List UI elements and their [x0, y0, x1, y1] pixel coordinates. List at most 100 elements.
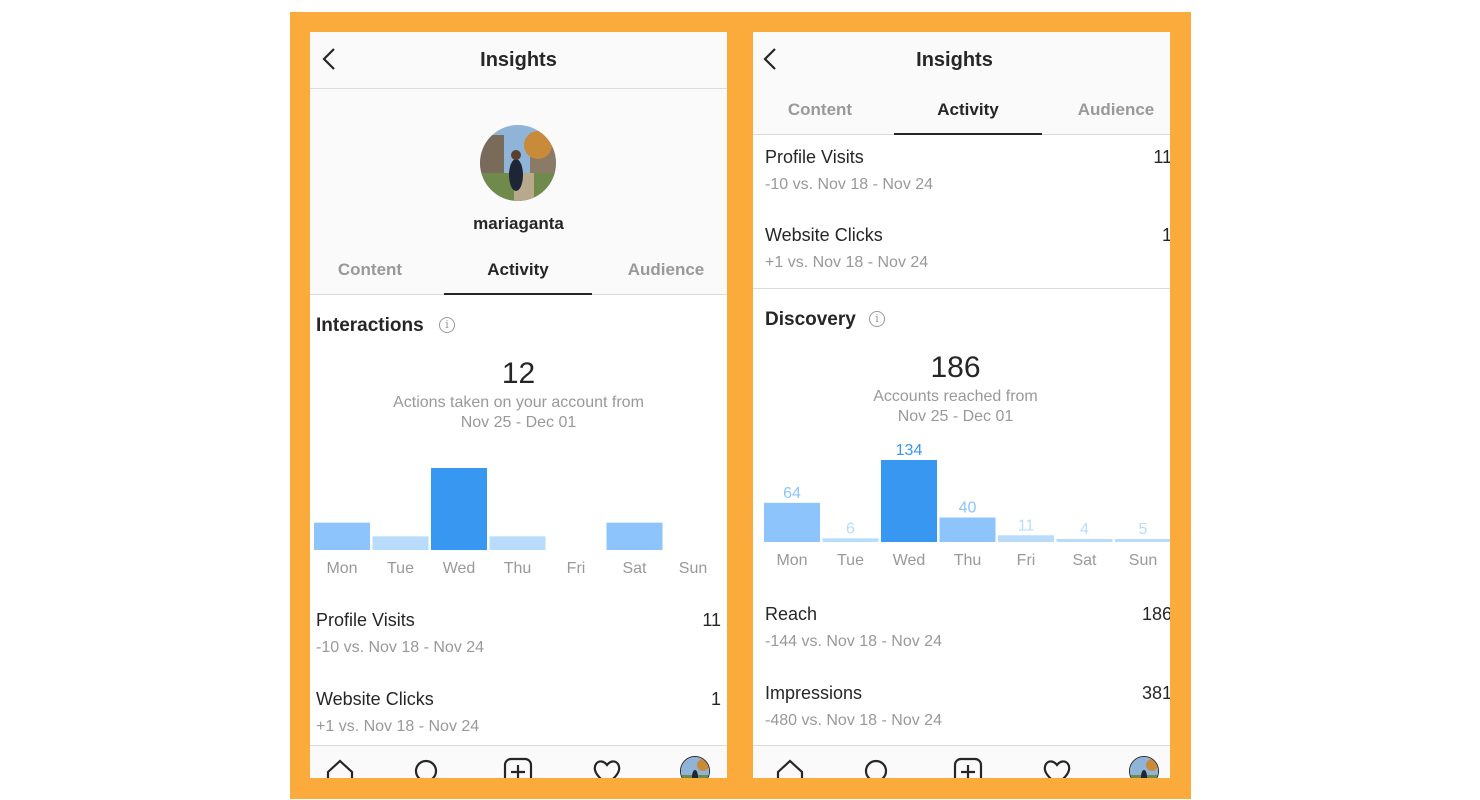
tab-activity[interactable]: Activity: [444, 248, 592, 295]
stat-value: 1: [1161, 225, 1170, 245]
value-label-fri: 11: [1018, 517, 1035, 534]
bar-fri: [998, 535, 1054, 542]
stat-sub: -480 vs. Nov 18 - Nov 24: [765, 712, 942, 729]
tick-label-mon: Mon: [776, 552, 807, 569]
bar-sun: [1115, 538, 1170, 542]
value-label-sun: 5: [1139, 521, 1148, 538]
stat-row-profile-visits: Profile Visits 11 -10 vs. Nov 18 - Nov 2…: [316, 610, 721, 670]
stat-label: Website Clicks: [316, 689, 434, 709]
avatar[interactable]: [480, 125, 556, 201]
interactions-total: 12: [501, 357, 536, 390]
stat-sub: +1 vs. Nov 18 - Nov 24: [316, 718, 480, 735]
stat-value: 11: [702, 610, 721, 630]
info-icon[interactable]: i: [869, 311, 885, 327]
right-screen: Insights Content Activity Audience Profi…: [753, 32, 1170, 778]
divider: [753, 288, 1170, 289]
interactions-desc-line1: Actions taken on your account from: [393, 394, 644, 411]
stat-sub: -144 vs. Nov 18 - Nov 24: [765, 633, 942, 650]
tick-label-wed: Wed: [893, 552, 926, 569]
search-icon[interactable]: [861, 756, 893, 778]
stat-sub: -10 vs. Nov 18 - Nov 24: [316, 639, 485, 656]
interactions-desc-line2: Nov 25 - Dec 01: [460, 414, 577, 431]
stat-label: Website Clicks: [765, 225, 883, 245]
add-post-icon[interactable]: [502, 756, 534, 778]
stat-row-impressions: Impressions 381 -480 vs. Nov 18 - Nov 24: [759, 683, 1170, 743]
tick-label-tue: Tue: [837, 552, 864, 569]
section-title-interactions: Interactions: [316, 315, 424, 336]
tick-label-thu: Thu: [954, 552, 982, 569]
tab-audience[interactable]: Audience: [627, 260, 705, 279]
left-screen: Insights mariaganta Content Activity Aud…: [310, 32, 727, 778]
bar-wed: [881, 460, 937, 542]
stat-value: 381: [1141, 683, 1170, 703]
tick-label-wed: Wed: [443, 560, 476, 577]
home-icon[interactable]: [324, 756, 356, 778]
bar-thu: [489, 536, 546, 550]
bar-sat: [606, 522, 663, 550]
tick-label-sun: Sun: [679, 560, 707, 577]
header: Insights: [310, 32, 727, 89]
tick-label-mon: Mon: [326, 560, 357, 577]
bar-wed: [431, 468, 487, 550]
home-icon[interactable]: [774, 756, 806, 778]
bottom-nav: [310, 745, 727, 778]
stat-sub: +1 vs. Nov 18 - Nov 24: [765, 254, 929, 271]
interactions-bar-chart: Mon Tue Wed Thu Fri Sat Sun: [314, 468, 707, 577]
tick-label-sat: Sat: [622, 560, 647, 577]
tab-content[interactable]: Content: [787, 100, 853, 119]
stat-label: Profile Visits: [316, 610, 415, 630]
tick-label-thu: Thu: [504, 560, 532, 577]
discovery-desc-line2: Nov 25 - Dec 01: [897, 408, 1014, 425]
tab-activity[interactable]: Activity: [894, 88, 1042, 135]
discovery-bar-chart: 64 Mon 6 Tue 134 Wed 40 Thu 11 Fri 4 Sat 5 Sun: [764, 442, 1170, 569]
tick-label-sun: Sun: [1129, 552, 1157, 569]
stat-label: Profile Visits: [765, 147, 864, 167]
username: mariaganta: [473, 214, 564, 233]
heart-icon[interactable]: [591, 756, 623, 778]
tab-bar: Content Activity Audience: [753, 88, 1170, 135]
info-icon[interactable]: i: [439, 317, 455, 333]
header: Insights: [753, 32, 1170, 89]
page-title: Insights: [916, 49, 993, 71]
stat-value: 11: [1153, 147, 1170, 167]
value-label-wed: 134: [896, 442, 923, 459]
stat-value: 1: [710, 689, 721, 709]
back-arrow-icon[interactable]: [757, 44, 787, 74]
tab-audience[interactable]: Audience: [1077, 100, 1155, 119]
search-icon[interactable]: [411, 756, 443, 778]
value-label-thu: 40: [959, 500, 977, 517]
stat-row-website-clicks: Website Clicks 1 +1 vs. Nov 18 - Nov 24: [316, 689, 721, 749]
bar-mon: [764, 502, 820, 542]
stat-row-reach: Reach 186 -144 vs. Nov 18 - Nov 24: [759, 604, 1170, 664]
tick-label-sat: Sat: [1072, 552, 1097, 569]
bar-sat: [1056, 539, 1113, 542]
stat-value: 186: [1141, 604, 1170, 624]
tick-label-fri: Fri: [567, 560, 586, 577]
discovery-desc-line1: Accounts reached from: [873, 388, 1038, 405]
stat-label: Impressions: [765, 683, 863, 703]
profile-nav-avatar[interactable]: [680, 756, 710, 778]
bar-thu: [939, 517, 996, 542]
stat-label: Reach: [765, 604, 818, 624]
tab-bar: Content Activity Audience: [310, 248, 727, 295]
page-title: Insights: [480, 49, 557, 71]
stat-row-website-clicks: Website Clicks 1 +1 vs. Nov 18 - Nov 24: [759, 225, 1170, 285]
value-label-mon: 64: [783, 485, 801, 502]
stat-sub: -10 vs. Nov 18 - Nov 24: [765, 176, 934, 193]
back-arrow-icon[interactable]: [316, 44, 346, 74]
section-title-discovery: Discovery: [765, 309, 856, 330]
tick-label-fri: Fri: [1017, 552, 1036, 569]
bar-tue: [822, 538, 879, 542]
profile-nav-avatar[interactable]: [1129, 756, 1159, 778]
tick-label-tue: Tue: [387, 560, 414, 577]
stat-row-profile-visits: Profile Visits 11 -10 vs. Nov 18 - Nov 2…: [759, 147, 1170, 207]
heart-icon[interactable]: [1041, 756, 1073, 778]
tab-content[interactable]: Content: [337, 260, 403, 279]
bar-tue: [372, 536, 429, 550]
bottom-nav: [753, 745, 1170, 778]
value-label-tue: 6: [846, 520, 855, 537]
bar-mon: [314, 522, 370, 550]
value-label-sat: 4: [1080, 521, 1089, 538]
add-post-icon[interactable]: [952, 756, 984, 778]
discovery-total: 186: [930, 351, 981, 384]
